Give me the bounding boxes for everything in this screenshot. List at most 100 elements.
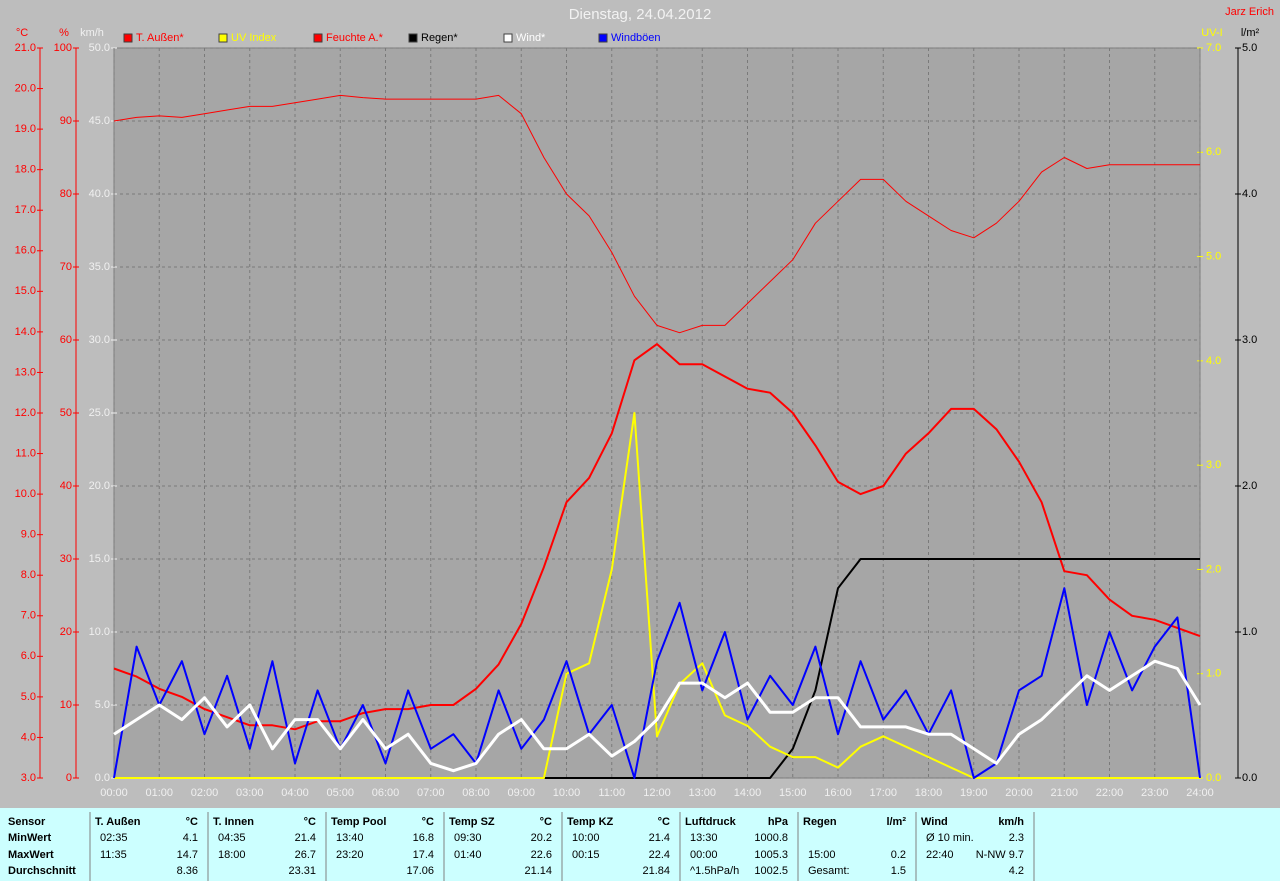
y-tick-label: 100	[54, 42, 72, 54]
legend-label: Wind*	[516, 32, 546, 44]
x-tick-label: 09:00	[507, 787, 535, 799]
y-tick-label: 25.0	[89, 407, 110, 419]
legend-swatch	[218, 33, 228, 43]
y-tick-label: 90	[60, 115, 72, 127]
row-label: Sensor	[8, 816, 46, 828]
x-tick-label: 13:00	[688, 787, 716, 799]
legend-label: T. Außen*	[136, 32, 184, 44]
y-tick-label: 40	[60, 480, 72, 492]
cell-value: 23.31	[288, 865, 316, 877]
y-tick-label: 20.0	[89, 480, 110, 492]
group-name: T. Außen	[95, 816, 141, 828]
y-tick-label: 19.0	[15, 123, 36, 135]
y-tick-label: 1.0	[1206, 668, 1221, 680]
y-tick-label: 4.0	[21, 731, 36, 743]
cell-value: 14.7	[177, 849, 198, 861]
y-tick-label: 2.0	[1242, 480, 1257, 492]
group-unit: °C	[304, 816, 316, 828]
x-tick-label: 07:00	[417, 787, 445, 799]
y-tick-label: 8.0	[21, 569, 36, 581]
y-tick-label: 21.0	[15, 42, 36, 54]
y-tick-label: 35.0	[89, 261, 110, 273]
x-tick-label: 21:00	[1050, 787, 1078, 799]
cell-value: 8.36	[177, 865, 198, 877]
y-tick-label: 6.0	[21, 650, 36, 662]
cell-value: 21.4	[295, 832, 316, 844]
cell-time: 18:00	[218, 849, 246, 861]
y-tick-label: 4.0	[1206, 355, 1221, 367]
x-tick-label: 24:00	[1186, 787, 1214, 799]
y-tick-label: 3.0	[1242, 334, 1257, 346]
series-line	[113, 343, 1201, 731]
cell-time: 00:00	[690, 849, 718, 861]
group-unit: km/h	[998, 816, 1024, 828]
group-unit: °C	[658, 816, 670, 828]
y-tick-label: 45.0	[89, 115, 110, 127]
row-label: Durchschnitt	[8, 865, 76, 877]
x-tick-label: 04:00	[281, 787, 309, 799]
x-tick-label: 22:00	[1096, 787, 1124, 799]
axis-unit: km/h	[80, 27, 104, 39]
y-tick-label: 15.0	[15, 285, 36, 297]
cell-time: 01:40	[454, 849, 482, 861]
cell-time: 13:30	[690, 832, 718, 844]
y-tick-label: 60	[60, 334, 72, 346]
cell-value: 0.2	[891, 849, 906, 861]
y-tick-label: 5.0	[95, 699, 110, 711]
x-tick-label: 11:00	[598, 787, 625, 799]
series-line	[114, 412, 1200, 779]
cell-time: 09:30	[454, 832, 482, 844]
y-tick-label: 50.0	[89, 42, 110, 54]
axis-unit: °C	[16, 27, 28, 39]
cell-time: Ø 10 min.	[926, 832, 974, 844]
x-tick-label: 01:00	[145, 787, 173, 799]
axis-unit: UV-I	[1201, 27, 1222, 39]
cell-value: 22.4	[649, 849, 670, 861]
x-tick-label: 00:00	[100, 787, 128, 799]
x-tick-label: 15:00	[779, 787, 807, 799]
y-tick-label: 5.0	[21, 691, 36, 703]
chart-title: Dienstag, 24.04.2012	[569, 6, 712, 23]
group-unit: °C	[540, 816, 552, 828]
cell-value: 21.14	[524, 865, 552, 877]
y-tick-label: 0.0	[95, 772, 110, 784]
y-tick-label: 70	[60, 261, 72, 273]
stats-table-bg	[0, 808, 1280, 881]
y-tick-label: 7.0	[21, 610, 36, 622]
y-tick-label: 30	[60, 553, 72, 565]
cell-time: 23:20	[336, 849, 364, 861]
x-tick-label: 02:00	[191, 787, 219, 799]
cell-time: 11:35	[100, 849, 127, 861]
stats-table: Sensor MinWert MaxWert Durchschnitt T. Außen…	[8, 812, 1035, 881]
cell-value: 26.7	[295, 849, 316, 861]
y-tick-label: 14.0	[15, 326, 36, 338]
legend-label: Feuchte A.*	[326, 32, 384, 44]
cell-time: 10:00	[572, 832, 600, 844]
y-tick-label: 40.0	[89, 188, 110, 200]
series-line	[113, 94, 1200, 334]
axis-unit: %	[59, 27, 69, 39]
y-tick-label: 9.0	[21, 529, 36, 541]
cell-value: 22.6	[531, 849, 552, 861]
y-tick-label: 30.0	[89, 334, 110, 346]
author: Jarz Erich	[1225, 6, 1274, 18]
cell-value: 1005.3	[754, 849, 788, 861]
x-tick-label: 05:00	[326, 787, 354, 799]
y-tick-label: 4.0	[1242, 188, 1257, 200]
x-tick-label: 06:00	[372, 787, 400, 799]
legend-swatch	[313, 33, 323, 43]
cell-time: 04:35	[218, 832, 246, 844]
y-tick-label: 0.0	[1206, 772, 1221, 784]
legend-swatch	[123, 33, 133, 43]
y-tick-label: 12.0	[15, 407, 36, 419]
cell-value: 16.8	[413, 832, 434, 844]
y-tick-label: 6.0	[1206, 146, 1221, 158]
cell-value: 21.4	[649, 832, 670, 844]
cell-time: ^1.5hPa/h	[690, 865, 739, 877]
y-tick-label: 1.0	[1242, 626, 1257, 638]
x-tick-label: 17:00	[869, 787, 897, 799]
cell-value: N-NW 9.7	[976, 849, 1024, 861]
cell-value: 17.06	[406, 865, 434, 877]
x-tick-label: 19:00	[960, 787, 988, 799]
group-name: T. Innen	[213, 816, 254, 828]
